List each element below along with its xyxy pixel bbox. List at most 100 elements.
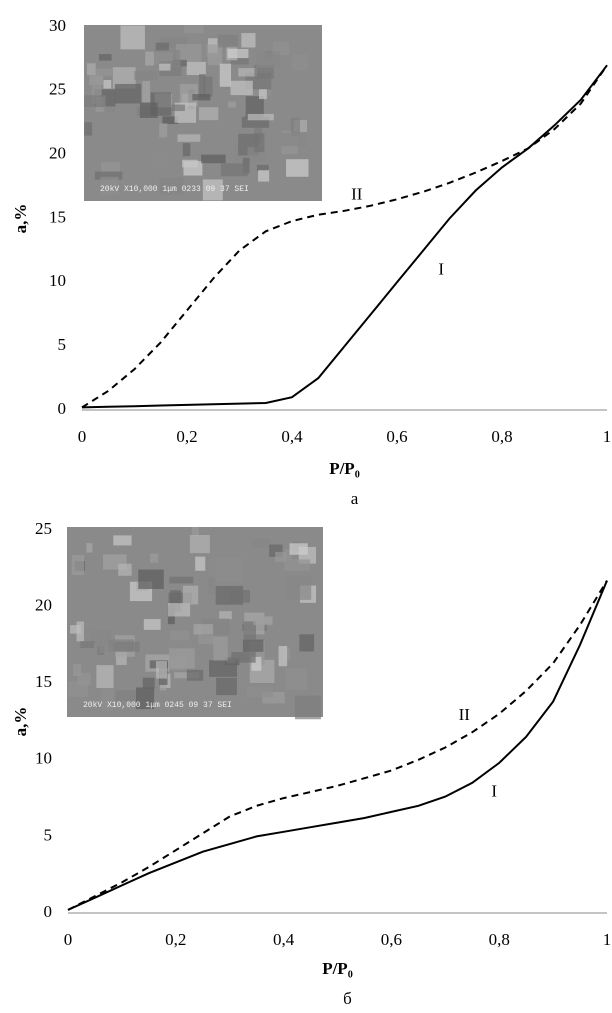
inset-texture — [245, 96, 264, 119]
inset-texture — [103, 80, 112, 89]
x-tick-label: 0,2 — [176, 427, 197, 446]
inset-texture — [177, 134, 201, 142]
inset-texture — [159, 123, 168, 138]
inset-texture — [242, 639, 264, 652]
inset-texture — [179, 83, 198, 107]
inset-texture — [142, 81, 151, 103]
inset-texture — [186, 669, 204, 681]
inset-texture — [208, 577, 216, 595]
inset-texture — [254, 133, 265, 153]
inset-texture — [216, 677, 237, 696]
y-tick-label: 25 — [35, 519, 52, 538]
inset-texture — [228, 101, 237, 108]
inset-texture — [243, 621, 257, 640]
inset-texture — [189, 534, 210, 554]
inset-texture — [238, 68, 258, 77]
inset-texture — [213, 636, 228, 661]
inset-texture — [118, 563, 132, 576]
inset-texture — [207, 44, 223, 66]
inset-texture — [192, 94, 211, 101]
y-tick-label: 10 — [49, 271, 66, 290]
y-tick-label: 5 — [58, 335, 67, 354]
inset-texture — [142, 677, 155, 689]
y-tick-label: 0 — [58, 399, 67, 418]
inset-texture — [258, 170, 270, 182]
inset-texture — [202, 179, 223, 201]
x-tick-label: 0,6 — [381, 930, 402, 949]
inset-texture — [201, 154, 226, 164]
inset-texture — [98, 54, 112, 61]
inset-texture — [285, 668, 307, 690]
inset-texture — [191, 527, 199, 536]
inset-texture — [229, 590, 250, 603]
inset-texture — [113, 535, 132, 546]
x-tick-label: 1 — [603, 930, 612, 949]
inset-texture — [71, 554, 85, 576]
inset-texture — [289, 543, 308, 555]
inset-texture — [95, 68, 113, 76]
inset-texture — [138, 569, 164, 589]
inset-texture — [231, 652, 256, 663]
inset-texture — [281, 132, 307, 147]
y-tick-label: 5 — [44, 825, 53, 844]
inset-texture — [182, 159, 198, 168]
y-tick-label: 0 — [44, 902, 53, 921]
x-tick-label: 0,2 — [165, 930, 186, 949]
inset-texture — [215, 558, 242, 582]
inset-texture — [115, 690, 136, 701]
inset-texture — [103, 106, 115, 113]
inset-texture — [227, 49, 249, 59]
inset-texture — [159, 63, 171, 71]
inset-texture — [203, 76, 213, 97]
inset-texture — [256, 164, 269, 172]
inset-texture — [169, 648, 195, 669]
y-tick-label: 20 — [49, 144, 66, 163]
x-tick-label: 0 — [78, 427, 87, 446]
x-axis-label: P/P₀ — [329, 459, 360, 478]
inset-texture — [70, 625, 81, 634]
inset-texture — [160, 37, 187, 48]
series-label: I — [491, 782, 497, 801]
inset-texture — [84, 122, 93, 136]
y-axis-label: a,% — [11, 204, 30, 234]
caption: а — [351, 489, 359, 508]
x-tick-label: 0,4 — [273, 930, 295, 949]
inset-texture — [153, 49, 181, 67]
inset-texture — [168, 592, 192, 604]
inset-texture — [275, 551, 287, 562]
inset-texture — [252, 538, 271, 548]
inset-texture — [101, 687, 114, 711]
inset-label: 20kV X10,000 1μm 0245 09 37 SEI — [83, 701, 232, 710]
inset-texture — [162, 116, 179, 124]
caption: б — [343, 989, 352, 1008]
x-tick-label: 0,8 — [489, 930, 510, 949]
series-label: II — [351, 185, 363, 204]
inset-texture — [86, 63, 96, 76]
inset-texture — [135, 687, 155, 710]
inset-texture — [96, 665, 114, 688]
inset-texture — [183, 25, 204, 34]
inset-texture — [114, 641, 140, 652]
inset-texture — [226, 657, 236, 664]
inset-texture — [254, 64, 274, 79]
inset-texture — [253, 616, 273, 626]
inset-texture — [91, 85, 102, 104]
inset-texture — [171, 104, 185, 112]
inset-texture — [198, 107, 219, 121]
x-tick-label: 0,4 — [281, 427, 303, 446]
inset-texture — [149, 553, 159, 563]
inset-texture — [299, 634, 315, 652]
inset-texture — [219, 63, 232, 87]
inset-texture — [295, 695, 321, 720]
inset-texture — [246, 686, 274, 698]
inset-texture — [159, 177, 184, 195]
inset-texture — [241, 116, 270, 128]
inset-texture — [199, 74, 206, 98]
inset-texture — [251, 656, 262, 671]
inset-texture — [167, 603, 191, 617]
inset-texture — [258, 89, 267, 100]
inset-texture — [195, 556, 206, 571]
y-tick-label: 15 — [49, 207, 66, 226]
inset-texture — [114, 83, 142, 104]
